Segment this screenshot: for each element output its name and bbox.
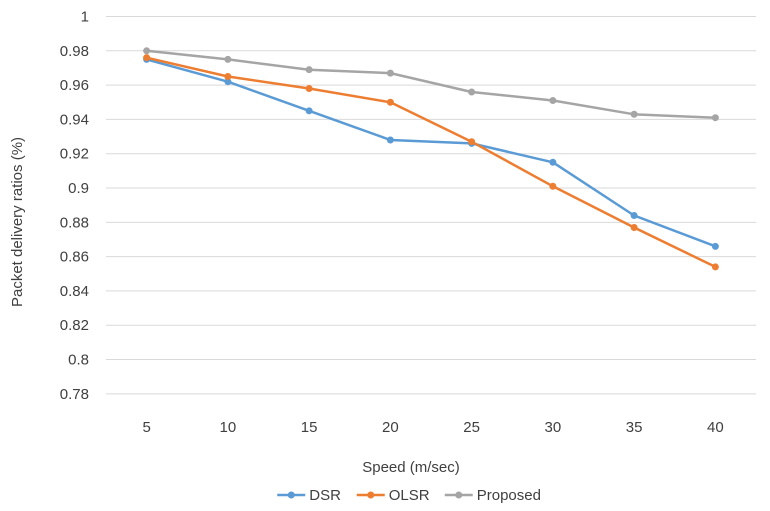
data-point-proposed	[386, 69, 394, 77]
data-point-dsr	[549, 158, 557, 166]
x-axis-tick-labels: 5 10 15 20 25 30 35 40	[142, 419, 723, 436]
data-point-olsr	[305, 85, 313, 93]
data-point-olsr	[468, 138, 476, 146]
data-point-proposed	[711, 114, 719, 122]
gridlines	[106, 16, 756, 395]
legend-label-proposed: Proposed	[477, 487, 541, 504]
legend-label-dsr: DSR	[309, 487, 341, 504]
x-axis-title: Speed (m/sec)	[362, 459, 460, 476]
series-line-proposed	[145, 49, 717, 119]
x-tick-label: 20	[382, 419, 399, 436]
data-point-olsr	[630, 223, 638, 231]
series-proposed	[143, 47, 719, 122]
data-point-proposed	[305, 66, 313, 74]
legend-marker-olsr	[367, 491, 375, 499]
x-tick-label: 5	[142, 419, 150, 436]
data-point-dsr	[630, 211, 638, 219]
y-tick-label: 0.94	[60, 111, 89, 128]
data-point-olsr	[549, 182, 557, 190]
data-point-proposed	[468, 88, 476, 96]
y-tick-label: 0.8	[68, 352, 89, 369]
y-tick-label: 0.92	[60, 146, 89, 163]
data-point-proposed	[549, 97, 557, 105]
series-line-dsr	[145, 58, 717, 248]
data-point-proposed	[224, 55, 232, 63]
x-tick-label: 15	[301, 419, 318, 436]
y-tick-label: 0.9	[68, 180, 89, 197]
legend-marker-proposed	[455, 491, 463, 499]
x-tick-label: 40	[707, 419, 724, 436]
x-tick-label: 25	[463, 419, 480, 436]
data-point-olsr	[143, 54, 151, 62]
series-line-olsr	[145, 56, 717, 269]
legend-label-olsr: OLSR	[389, 487, 430, 504]
data-point-olsr	[386, 98, 394, 106]
legend-item-olsr: OLSR	[356, 487, 430, 504]
y-tick-label: 0.96	[60, 77, 89, 94]
data-point-proposed	[143, 47, 151, 55]
y-tick-label: 0.88	[60, 214, 89, 231]
data-point-dsr	[305, 107, 313, 115]
data-point-dsr	[386, 136, 394, 144]
y-tick-label: 0.78	[60, 386, 89, 403]
series-lines	[143, 47, 719, 271]
data-point-dsr	[224, 78, 232, 86]
x-tick-label: 30	[545, 419, 562, 436]
y-tick-label: 0.82	[60, 317, 89, 334]
y-tick-label: 0.98	[60, 43, 89, 60]
y-tick-label: 0.86	[60, 249, 89, 266]
data-point-olsr	[711, 263, 719, 271]
y-axis-title: Packet delivery ratios (%)	[9, 137, 26, 307]
legend: DSR OLSR Proposed	[277, 487, 541, 504]
data-point-olsr	[224, 73, 232, 81]
series-olsr	[143, 54, 719, 271]
legend-marker-dsr	[287, 491, 295, 499]
x-tick-label: 35	[626, 419, 643, 436]
y-tick-label: 1	[81, 9, 89, 26]
y-axis-tick-labels: 0.78 0.8 0.82 0.84 0.86 0.88 0.9 0.92 0.94 0.96 0.…	[60, 9, 89, 403]
data-point-proposed	[630, 110, 638, 118]
x-tick-label: 10	[220, 419, 237, 436]
legend-item-dsr: DSR	[277, 487, 341, 504]
y-tick-label: 0.84	[60, 283, 89, 300]
data-point-dsr	[711, 242, 719, 250]
legend-item-proposed: Proposed	[444, 487, 541, 504]
